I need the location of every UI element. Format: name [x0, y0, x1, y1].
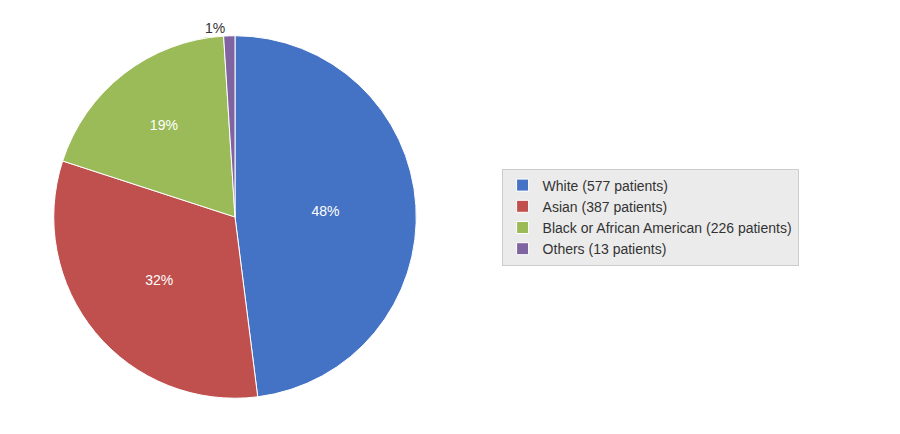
- svg-text:1%: 1%: [205, 20, 225, 36]
- svg-text:Others (13 patients): Others (13 patients): [543, 241, 667, 257]
- svg-text:Black or African American (226: Black or African American (226 patients): [543, 220, 792, 236]
- svg-text:Asian (387 patients): Asian (387 patients): [543, 199, 668, 215]
- svg-text:19%: 19%: [150, 117, 178, 133]
- svg-text:White (577 patients): White (577 patients): [543, 178, 668, 194]
- svg-text:48%: 48%: [312, 203, 340, 219]
- svg-text:32%: 32%: [145, 272, 173, 288]
